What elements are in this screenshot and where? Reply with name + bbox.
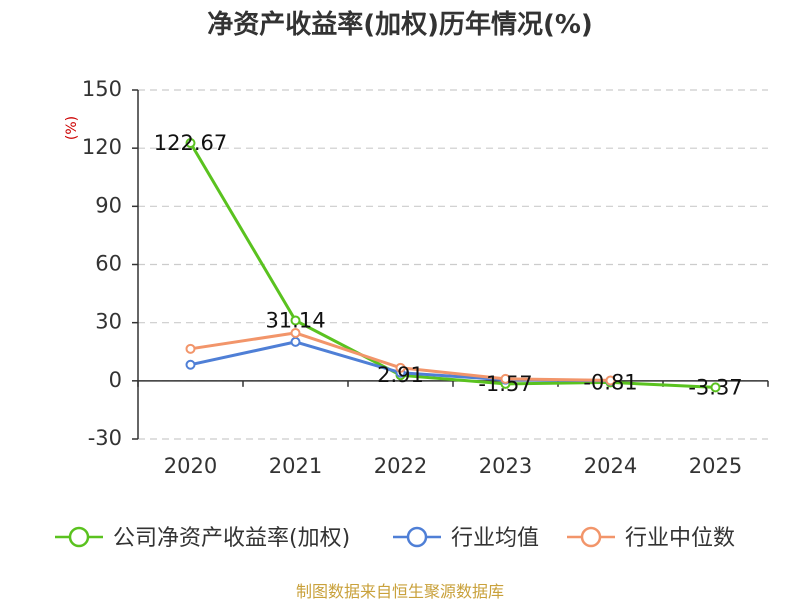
legend: 公司净资产收益率(加权) 行业均值 行业中位数 [55, 526, 735, 551]
y-tick-label: -30 [88, 426, 122, 450]
legend-item-company-roe[interactable]: 公司净资产收益率(加权) [55, 526, 350, 551]
x-tick-label: 2022 [374, 454, 427, 478]
series-line [189, 142, 716, 389]
legend-marker [68, 526, 90, 548]
y-tick-label: 30 [95, 310, 122, 334]
data-labels: 122.67 31.14 2.91 -1.57 -0.81 -3.37 [154, 131, 743, 399]
data-point [710, 382, 721, 393]
data-label: 31.14 [265, 308, 325, 332]
y-axis-label: (%) [64, 116, 80, 140]
data-point [290, 315, 301, 326]
y-tick-label: 90 [95, 193, 122, 217]
data-point [185, 343, 196, 354]
y-tick-label: 120 [82, 135, 122, 159]
legend-label: 行业均值 [451, 526, 539, 551]
data-point [185, 359, 196, 370]
legend-label: 公司净资产收益率(加权) [113, 526, 350, 551]
data-point [290, 327, 301, 338]
x-tick-label: 2021 [269, 454, 322, 478]
x-tick-label: 2020 [164, 454, 217, 478]
data-source-footer: 制图数据来自恒生聚源数据库 [295, 582, 504, 601]
data-label: 122.67 [154, 131, 227, 155]
x-tick-label: 2024 [584, 454, 637, 478]
legend-marker [580, 526, 602, 548]
data-label: -0.81 [583, 370, 637, 394]
data-point [290, 336, 301, 347]
legend-label: 行业中位数 [625, 526, 735, 551]
series-company-roe [185, 137, 721, 393]
data-label: 2.91 [377, 363, 424, 387]
y-tick-label: 60 [95, 252, 122, 276]
series-industry-median [185, 327, 616, 386]
data-point [185, 137, 196, 148]
data-label: -1.57 [478, 372, 532, 396]
data-point [395, 362, 406, 373]
x-tick-label: 2023 [479, 454, 532, 478]
series-layer [185, 137, 721, 393]
data-point [500, 373, 511, 384]
y-tick-label: 0 [109, 368, 122, 392]
legend-item-industry-mean[interactable]: 行业均值 [393, 526, 539, 551]
legend-marker [406, 526, 428, 548]
x-tick-label: 2025 [689, 454, 742, 478]
data-point [605, 375, 616, 386]
y-tick-label: 150 [82, 77, 122, 101]
legend-item-industry-median[interactable]: 行业中位数 [567, 526, 735, 551]
chart-title: 净资产收益率(加权)历年情况(%) [207, 10, 593, 40]
data-label: -3.37 [688, 375, 742, 399]
